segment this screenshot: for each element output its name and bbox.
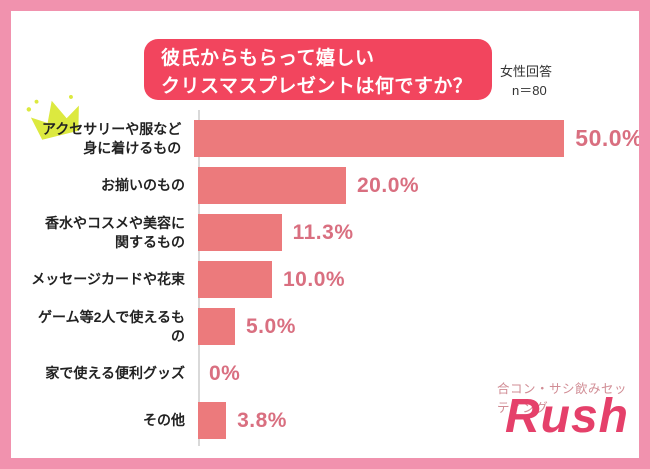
bar-area: 20.0% bbox=[198, 162, 639, 209]
bar-chart: アクセサリーや服など 身に着けるもの 50.0% お揃いのもの 20.0% 香水やコスメ… bbox=[31, 110, 643, 446]
title-line1: 彼氏からもらって嬉しい bbox=[161, 48, 375, 69]
value-label: 20.0% bbox=[357, 173, 420, 197]
bar bbox=[198, 308, 235, 345]
chart-row: アクセサリーや服など 身に着けるもの 50.0% bbox=[31, 115, 643, 162]
bar bbox=[198, 167, 346, 204]
bar bbox=[198, 402, 227, 439]
bar bbox=[194, 120, 565, 157]
category-label: 香水やコスメや美容に 関するもの bbox=[45, 215, 185, 250]
bar bbox=[198, 261, 272, 298]
value-label: 3.8% bbox=[237, 408, 287, 432]
chart-row: メッセージカードや花束 10.0% bbox=[31, 256, 639, 303]
respondents-note: 女性回答 n＝80 bbox=[500, 63, 552, 101]
category-label: お揃いのもの bbox=[101, 177, 185, 194]
chart-row: 香水やコスメや美容に 関するもの 11.3% bbox=[31, 209, 639, 256]
logo-brand: Rush bbox=[505, 390, 629, 443]
category-label: 家で使える便利グッズ bbox=[45, 365, 185, 382]
bar-area: 0% bbox=[198, 350, 639, 397]
logo-tagline: 合コン・サシ飲みセッティング bbox=[497, 382, 628, 415]
respondents-label: 女性回答 bbox=[500, 64, 553, 79]
chart-row: その他 3.8% bbox=[31, 397, 639, 444]
bar-area: 5.0% bbox=[198, 303, 639, 350]
bar bbox=[198, 214, 282, 251]
chart-rows: アクセサリーや服など 身に着けるもの 50.0% お揃いのもの 20.0% 香水やコスメ… bbox=[31, 115, 643, 444]
value-label: 0% bbox=[209, 361, 241, 385]
category-label: ゲーム等2人で使えるもの bbox=[38, 309, 185, 344]
chart-row: お揃いのもの 20.0% bbox=[31, 162, 639, 209]
value-label: 10.0% bbox=[283, 267, 346, 291]
bar-area: 10.0% bbox=[198, 256, 639, 303]
chart-row: 家で使える便利グッズ 0% bbox=[31, 350, 639, 397]
bar-area: 3.8% bbox=[198, 397, 639, 444]
value-label: 50.0% bbox=[575, 125, 643, 151]
bar-area: 11.3% bbox=[198, 209, 639, 256]
category-label: メッセージカードや花束 bbox=[31, 271, 185, 288]
value-label: 5.0% bbox=[246, 314, 296, 338]
bar-area: 50.0% bbox=[194, 115, 643, 162]
category-label: アクセサリーや服など 身に着けるもの bbox=[41, 121, 182, 156]
respondents-count: n＝80 bbox=[512, 82, 547, 98]
title-badge: 彼氏からもらって嬉しい クリスマスプレゼントは何ですか？ bbox=[144, 39, 492, 100]
title-line2: クリスマスプレゼントは何ですか？ bbox=[161, 75, 473, 97]
value-label: 11.3% bbox=[292, 220, 354, 244]
crown-icon bbox=[26, 94, 79, 140]
category-label: その他 bbox=[143, 412, 185, 429]
chart-row: ゲーム等2人で使えるもの 5.0% bbox=[31, 303, 639, 350]
